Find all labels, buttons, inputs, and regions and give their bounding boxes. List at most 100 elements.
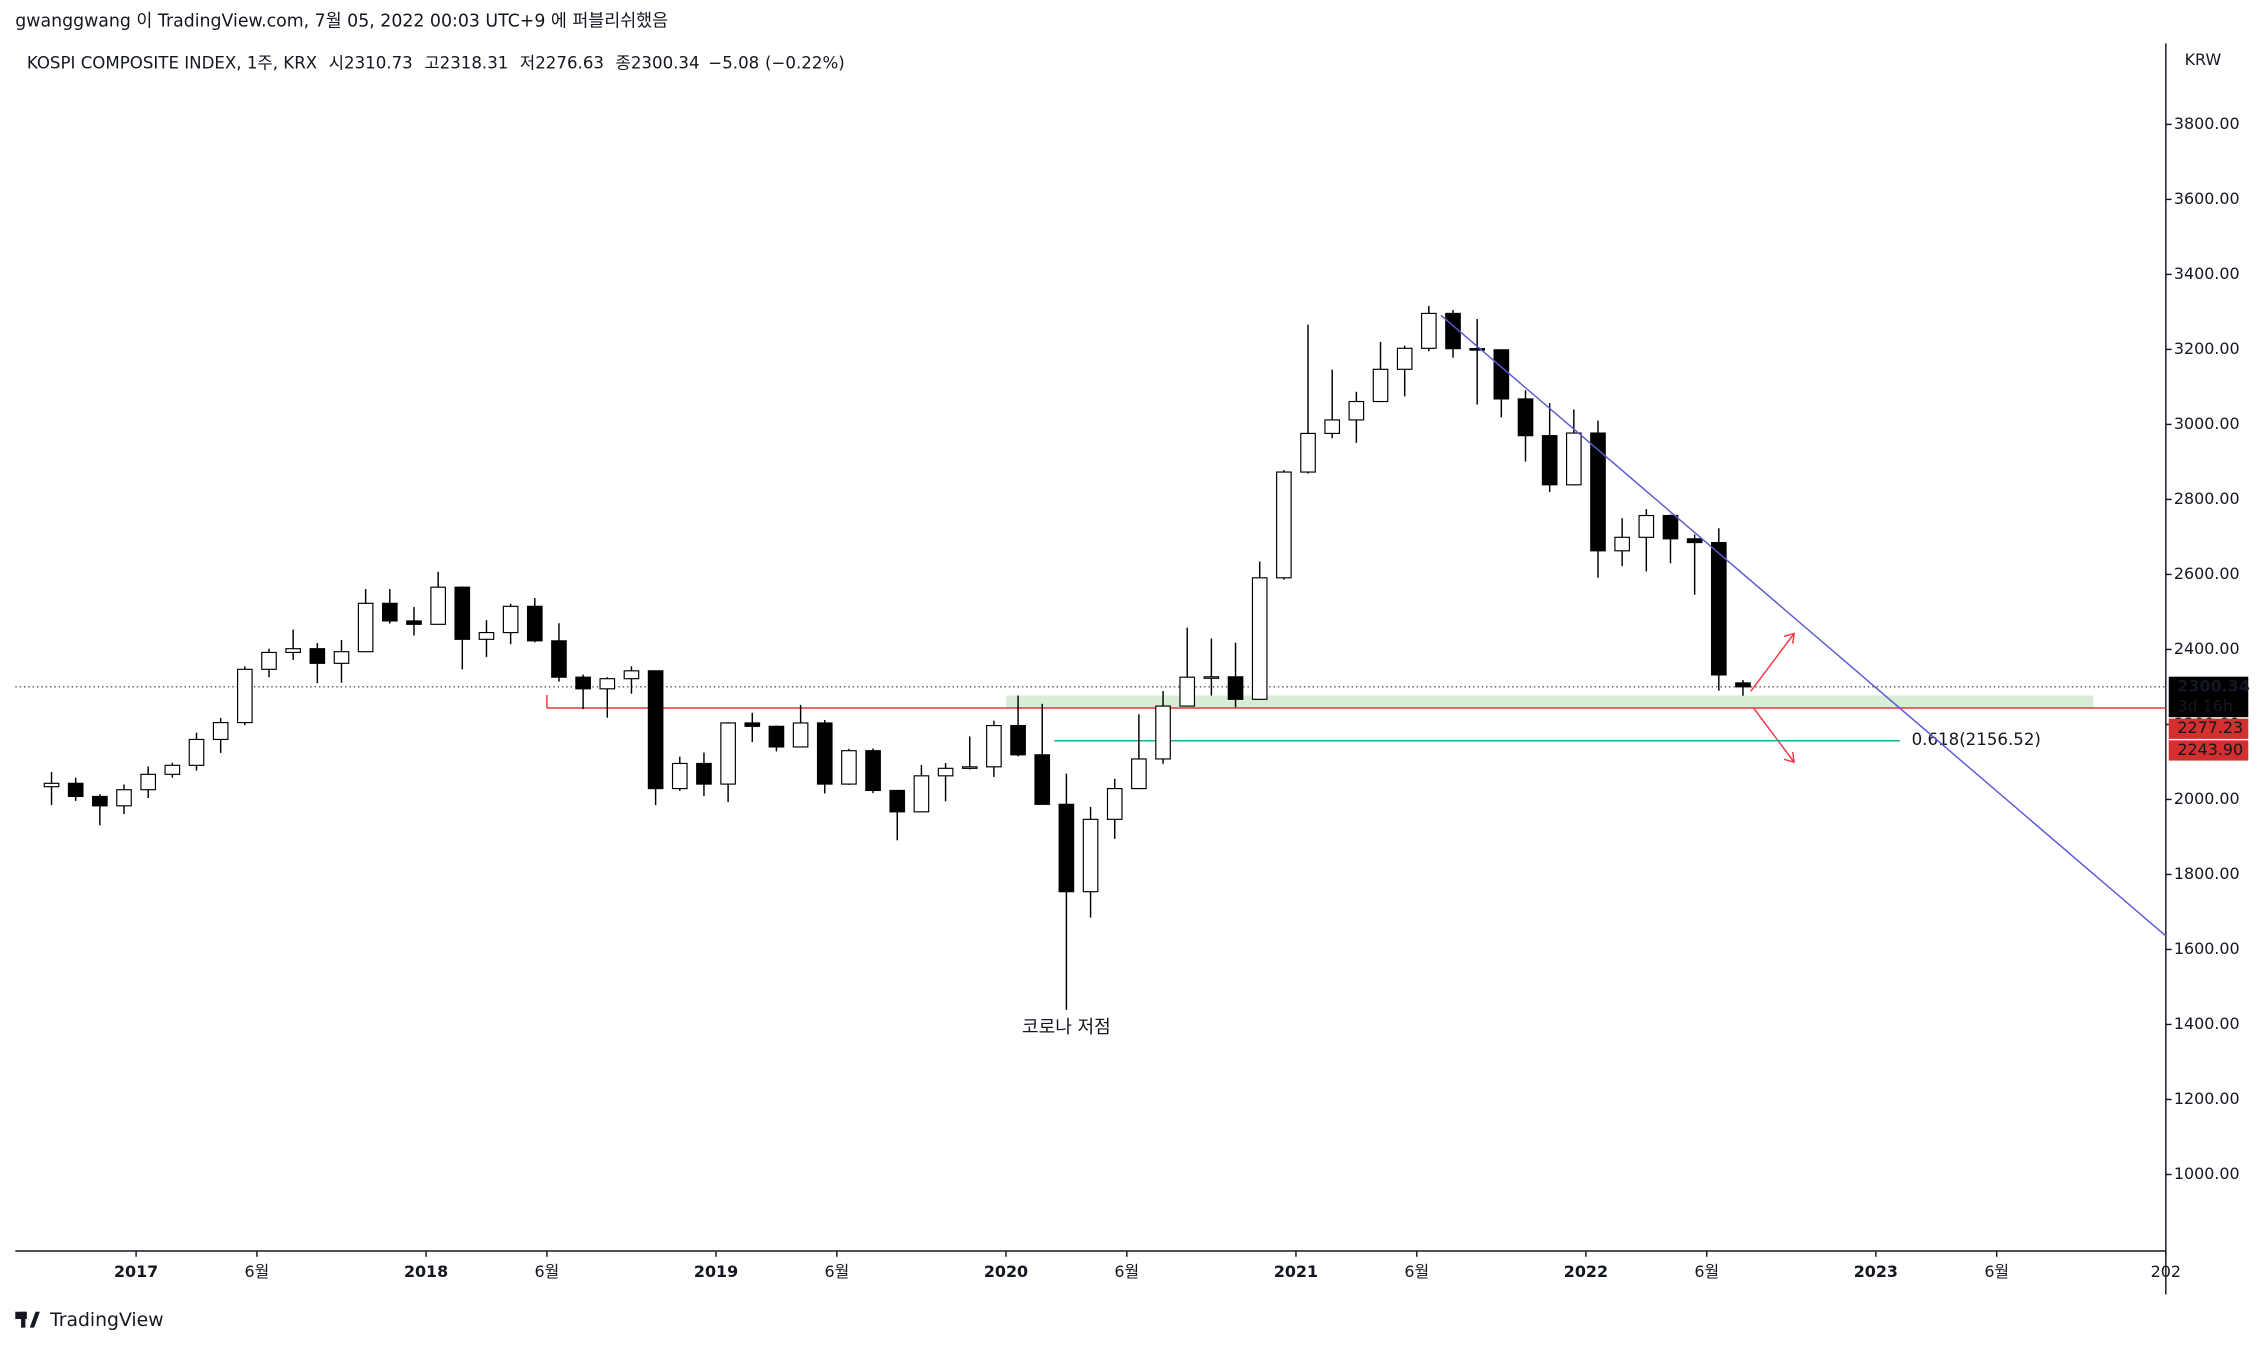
candle-body bbox=[720, 722, 736, 785]
candle-body bbox=[1300, 432, 1316, 473]
candle-body bbox=[140, 773, 157, 791]
candle-body bbox=[1590, 432, 1606, 552]
zone bbox=[1005, 695, 2094, 708]
y-tick-label: 3400.00 bbox=[2174, 264, 2240, 283]
x-tick-label: 6월 bbox=[1984, 1262, 2009, 1281]
legend-change-pct: (−0.22%) bbox=[765, 53, 845, 72]
candle-body bbox=[599, 678, 616, 690]
y-tick-label: 2600.00 bbox=[2174, 564, 2240, 583]
candle-body bbox=[1735, 682, 1751, 688]
candle-body bbox=[1517, 398, 1534, 437]
candle-body bbox=[478, 631, 495, 640]
x-tick-label: 6월 bbox=[1114, 1262, 1139, 1281]
candle-body bbox=[1348, 400, 1365, 421]
x-tick-label: 6월 bbox=[1404, 1262, 1429, 1281]
candle-body bbox=[454, 586, 471, 640]
header: gwanggwang 이 TradingView.com, 7월 05, 202… bbox=[15, 12, 668, 32]
candle-body bbox=[841, 750, 857, 785]
brand: TradingView bbox=[49, 1310, 164, 1331]
candle-body bbox=[1082, 818, 1099, 893]
candle-body bbox=[116, 789, 132, 807]
candle-body bbox=[212, 721, 229, 741]
x-tick-label: 6월 bbox=[824, 1262, 849, 1281]
candle-body bbox=[937, 767, 954, 777]
candle-body bbox=[1662, 514, 1679, 540]
candle-body bbox=[1396, 347, 1413, 370]
candle-body bbox=[865, 750, 881, 792]
candle-body bbox=[1686, 538, 1703, 544]
candle-body bbox=[1469, 348, 1486, 351]
y-tick-label: 3600.00 bbox=[2174, 189, 2240, 208]
y-tick-label: 1800.00 bbox=[2174, 864, 2240, 883]
legend-change: −5.08 bbox=[708, 53, 759, 72]
candle-body bbox=[43, 782, 60, 788]
price-tag: 2277.23 bbox=[2177, 718, 2243, 737]
candle-body bbox=[696, 762, 712, 785]
legend-item-value: 2318.31 bbox=[440, 53, 509, 72]
candle-body bbox=[67, 782, 84, 798]
candle-body bbox=[1034, 754, 1051, 805]
legend-item-label: 종 bbox=[616, 53, 631, 72]
price-tag-bg bbox=[2168, 718, 2249, 739]
annotation: 코로나 저점 bbox=[1022, 1017, 1111, 1038]
price-tag: 2243.90 bbox=[2177, 740, 2243, 759]
legend: KOSPI COMPOSITE INDEX, 1주, KRX 시2310.73 고2… bbox=[27, 53, 845, 72]
candle-body bbox=[913, 775, 930, 813]
candle-body bbox=[1058, 803, 1075, 893]
candle-body bbox=[1010, 724, 1026, 756]
candle-body bbox=[1155, 705, 1171, 760]
x-tick-label: 2023 bbox=[1854, 1262, 1898, 1281]
candle-body bbox=[1710, 541, 1727, 676]
candle-body bbox=[1372, 368, 1389, 403]
candle-body bbox=[623, 670, 640, 680]
candle-body bbox=[551, 640, 567, 678]
y-tick-label: 1400.00 bbox=[2174, 1014, 2240, 1033]
candle-body bbox=[1276, 471, 1292, 579]
candle-body bbox=[188, 738, 205, 766]
candle-body bbox=[1179, 676, 1196, 707]
candle-body bbox=[768, 725, 785, 748]
legend-item-value: 2310.73 bbox=[344, 53, 413, 72]
candle-body bbox=[309, 648, 326, 664]
candle-body bbox=[575, 676, 591, 690]
candle-body bbox=[1421, 312, 1437, 349]
legend-item-label: 저 bbox=[520, 53, 535, 72]
candle-body bbox=[1251, 577, 1268, 700]
candle-body bbox=[526, 605, 543, 642]
x-tick-label: 2018 bbox=[404, 1262, 448, 1281]
x-tick-label: 2020 bbox=[984, 1262, 1028, 1281]
candle-body bbox=[1227, 676, 1244, 700]
x-tick-label: 202 bbox=[2151, 1262, 2181, 1281]
candle-body bbox=[406, 620, 422, 625]
legend-item-value: 2300.34 bbox=[631, 53, 700, 72]
countdown: 3d 16h bbox=[2177, 697, 2233, 716]
candle-body bbox=[744, 722, 761, 727]
y-tick-label: 1600.00 bbox=[2174, 939, 2240, 958]
candle-body bbox=[502, 605, 519, 634]
candle-body bbox=[816, 722, 833, 785]
y-tick-label: 3000.00 bbox=[2174, 414, 2240, 433]
y-tick-label: 3200.00 bbox=[2174, 339, 2240, 358]
arrow-down bbox=[1750, 703, 1795, 763]
y-tick-label: 1200.00 bbox=[2174, 1089, 2240, 1108]
arrow-up bbox=[1750, 633, 1795, 692]
price-tag-bg bbox=[2168, 740, 2249, 761]
candle-body bbox=[1614, 536, 1630, 552]
legend-item-value: 2276.63 bbox=[535, 53, 604, 72]
candle-body bbox=[792, 722, 809, 748]
legend-item-label: 고 bbox=[424, 53, 439, 72]
x-tick-label: 2022 bbox=[1564, 1262, 1608, 1281]
candle-body bbox=[1445, 312, 1461, 350]
arrow-up-head bbox=[1783, 632, 1796, 644]
candle-body bbox=[333, 651, 350, 664]
candle-body bbox=[1106, 787, 1123, 820]
price-tag-bg bbox=[2168, 676, 2249, 718]
candle-body bbox=[1493, 349, 1510, 400]
candle-body bbox=[647, 670, 664, 790]
candle-body bbox=[430, 586, 446, 625]
y-tick-label: 2400.00 bbox=[2174, 639, 2240, 658]
candle-body bbox=[961, 766, 978, 769]
candle-body bbox=[986, 724, 1002, 768]
candle-body bbox=[1566, 432, 1582, 486]
